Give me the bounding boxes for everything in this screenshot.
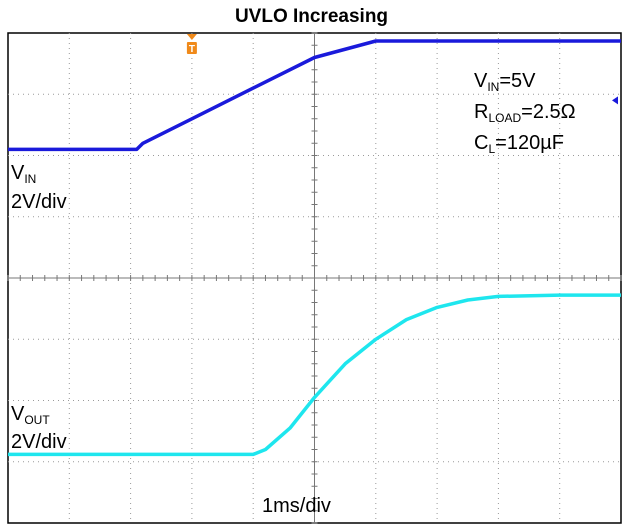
grid	[7, 32, 622, 524]
trace-vout	[8, 293, 621, 457]
time-scale-label: 1ms/div	[262, 495, 331, 517]
chart-title: UVLO Increasing	[234, 6, 389, 27]
trigger-level-arrow	[612, 96, 618, 105]
traces	[8, 39, 621, 457]
trigger-arrow	[186, 34, 197, 40]
rload-annotation: RLOAD=2.5Ω	[474, 101, 576, 125]
vout-channel-label: VOUT	[11, 403, 50, 427]
trigger-label: T	[189, 44, 195, 55]
cl-annotation: CL=120µF	[474, 132, 564, 156]
vin-annotation: VIN=5V	[474, 70, 536, 94]
markers: T	[186, 34, 618, 105]
vout-channel-scale: 2V/div	[11, 431, 67, 453]
trigger-box	[186, 42, 197, 54]
trace-vin	[8, 39, 621, 152]
vin-channel-label: VIN	[11, 162, 37, 186]
vin-channel-scale: 2V/div	[11, 191, 67, 213]
